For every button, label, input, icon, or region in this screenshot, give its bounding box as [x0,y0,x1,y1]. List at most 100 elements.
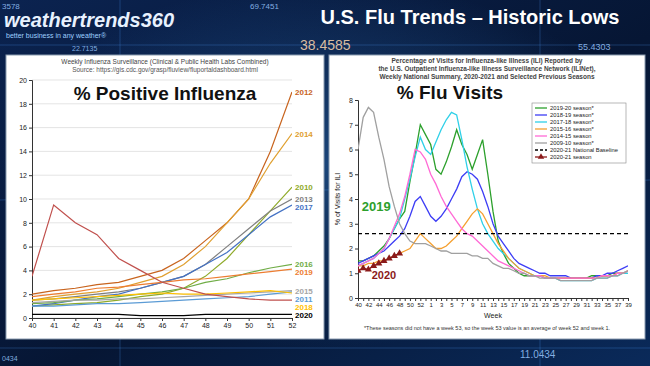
chart-title: Percentage of Visits for Influenza-like … [392,57,583,65]
background-glow [0,0,650,366]
tick-mark [355,125,358,126]
tick-label: 18 [19,101,27,108]
tick-mark [292,318,293,321]
series-line [32,205,292,306]
tick-mark [488,298,489,301]
tick: 3 [440,298,444,308]
tick-mark [529,298,530,301]
tick: 44 [376,298,383,308]
tick-mark [29,175,32,176]
tick-label: 48 [202,322,210,329]
tick-mark [75,318,76,321]
tick-label: 46 [159,322,167,329]
tick-mark [355,174,358,175]
tick-mark [503,298,504,301]
tick-label: 14 [19,148,27,155]
tick: 50 [407,298,414,308]
tick [529,298,530,301]
legend-label: 2014-15 season [550,133,592,139]
tick: 7 [461,298,465,308]
series-line [32,187,292,306]
tick [623,298,624,301]
tick-label: 42 [366,302,373,308]
tick-mark [493,298,494,301]
legend-label: 2018-19 season* [550,112,595,118]
tick-mark [451,298,452,301]
tick-mark [54,318,55,321]
tick [446,298,447,301]
tick-mark [355,249,358,250]
tick-label: 1 [430,302,434,308]
tick-mark [29,270,32,271]
tick [477,298,478,301]
grid-line [32,80,292,81]
tick: 42 [366,298,373,308]
tick: 35 [604,298,611,308]
tick-mark [374,298,375,301]
series-line [32,264,292,303]
tick-mark [550,298,551,301]
tick-mark [410,298,411,301]
tick: 13 [490,298,497,308]
tick-mark [441,298,442,301]
series-line [32,134,292,301]
background-number: 38.4585 [300,37,351,53]
chart-title: Weekly Influenza Surveillance (Clinical … [61,58,268,66]
tick: 8 [349,97,358,104]
series-line [358,107,628,280]
tick-label: 7 [349,121,353,128]
tick-mark [227,318,228,321]
tick-mark [561,298,562,301]
tick: 33 [594,298,601,308]
tick-mark [462,298,463,301]
grid-line [32,127,292,128]
tick: 25 [552,298,559,308]
tick: 48 [202,318,210,329]
annotation: 2019 [362,199,391,214]
chart-subtitle: Source: https://gis.cdc.gov/grasp/fluvie… [72,66,258,74]
end-labels: 2012201420102013201720162019201520112018… [295,88,313,320]
tick-label: 31 [584,302,591,308]
tick-mark [363,298,364,301]
tick-label: 46 [386,302,393,308]
series-label: 2019 [295,268,313,277]
tick-label: 2 [23,291,27,298]
tagline: better business in any weather® [6,32,107,40]
tick: 47 [180,318,188,329]
tick: 1 [430,298,434,308]
tick: 46 [159,318,167,329]
series-label: 2014 [295,130,313,139]
tick-mark [29,80,32,81]
tick-label: 21 [532,302,539,308]
tick-label: 51 [267,322,275,329]
series-line [358,233,628,234]
tick-mark [498,298,499,301]
tick: 37 [615,298,622,308]
tick-mark [446,298,447,301]
tick: 40 [29,318,37,329]
tick-label: 45 [137,322,145,329]
axis-line [355,101,359,299]
axis-line [29,81,33,319]
tick-mark [29,104,32,105]
tick-mark [29,223,32,224]
tick: 14 [19,148,32,155]
tick-mark [355,100,358,101]
background-number: 69.7451 [250,2,279,11]
tick-label: 3 [349,220,353,227]
tick-mark [97,318,98,321]
series-label: 2010 [295,183,313,192]
tick-label: 13 [490,302,497,308]
tick-mark [618,298,619,301]
tick-label: 12 [19,172,27,179]
tick: 0 [349,295,358,302]
tick-label: 8 [349,97,353,104]
tick-label: 9 [471,302,475,308]
tick-mark [29,151,32,152]
tick-label: 40 [29,322,37,329]
tick: 3 [349,220,358,227]
tick-mark [483,298,484,301]
tick [426,298,427,301]
grid-line [32,199,292,200]
axis-line [33,319,293,322]
